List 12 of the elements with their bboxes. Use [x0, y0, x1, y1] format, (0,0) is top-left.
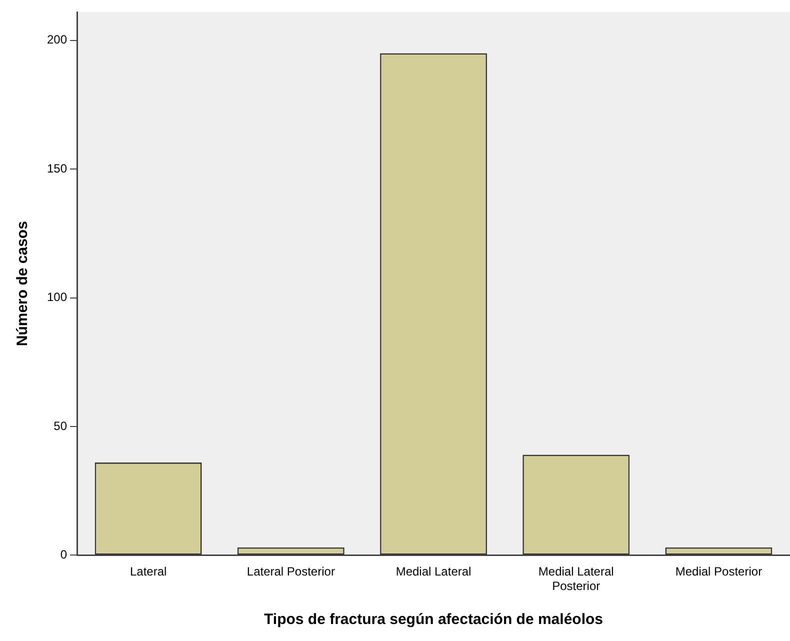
x-tick-label: Medial Lateral Posterior: [538, 564, 614, 594]
x-axis-title: Tipos de fractura según afectación de maléolos: [264, 611, 604, 628]
x-tick-label: Lateral Posterior: [246, 564, 335, 579]
y-tick-label: 150: [46, 161, 68, 176]
y-tick-label: 200: [46, 32, 68, 47]
x-tick-label: Medial Posterior: [675, 564, 762, 579]
y-tick-label: 50: [54, 418, 68, 433]
y-tick-label: 0: [60, 548, 68, 562]
y-tick-label: 100: [46, 290, 68, 304]
x-tick-label: Medial Lateral: [396, 564, 472, 579]
x-tick-label: Lateral: [130, 564, 167, 579]
y-axis-title: Número de casos: [14, 221, 32, 346]
